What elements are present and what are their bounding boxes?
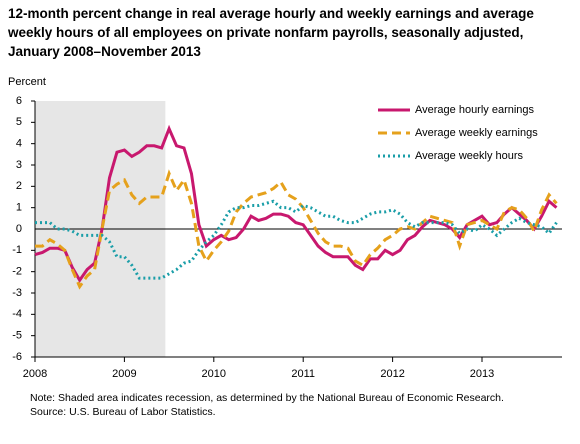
x-tick-label: 2013 (470, 368, 494, 380)
x-tick-label: 2011 (291, 368, 315, 380)
y-tick-label: 2 (16, 180, 22, 192)
chart-title: 12-month percent change in real average … (8, 6, 534, 59)
y-tick-label: -5 (12, 330, 22, 342)
y-tick-label: -2 (12, 266, 22, 278)
y-tick-label: 3 (16, 159, 22, 171)
y-tick-label: 5 (16, 116, 22, 128)
y-tick-label: -6 (12, 351, 22, 363)
line-series (35, 169, 558, 290)
y-tick-label: -3 (12, 287, 22, 299)
legend-label: Average weekly hours (415, 150, 524, 162)
y-tick-label: 1 (16, 202, 22, 214)
y-tick-label: 0 (16, 223, 22, 235)
legend-label: Average hourly earnings (415, 104, 535, 116)
x-tick-label: 2010 (202, 368, 226, 380)
x-tick-label: 2008 (23, 368, 47, 380)
y-tick-label: 4 (16, 138, 22, 150)
note: Source: U.S. Bureau of Labor Statistics. (30, 406, 216, 418)
y-axis-label: Percent (8, 76, 46, 88)
note: Note: Shaded area indicates recession, a… (30, 392, 504, 404)
legend-label: Average weekly earnings (415, 127, 538, 139)
x-tick-label: 2009 (112, 368, 136, 380)
y-tick-label: -4 (12, 308, 22, 320)
x-tick-label: 2012 (380, 368, 404, 380)
y-tick-label: 6 (16, 95, 22, 107)
y-tick-label: -1 (12, 244, 22, 256)
